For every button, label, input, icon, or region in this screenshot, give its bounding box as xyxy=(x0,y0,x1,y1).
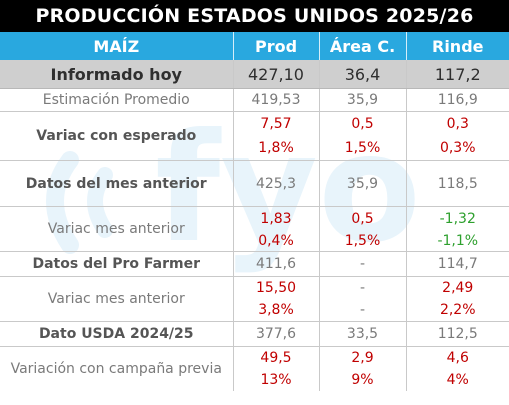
table-row: Estimación Promedio 419,53 35,9 116,9 xyxy=(0,88,509,112)
cell-area: 0,5 xyxy=(319,111,407,136)
cell-prod-pct: 1,8% xyxy=(233,136,320,161)
cell-prod-pct: 13% xyxy=(233,369,320,391)
cell-prod: 425,3 xyxy=(233,160,320,207)
cell-area-pct: 1,5% xyxy=(319,136,407,161)
cell-rinde: 116,9 xyxy=(406,88,509,112)
cell-rinde-pct: 4% xyxy=(446,372,469,388)
cell-rinde: 2,49 xyxy=(442,280,474,296)
col-header-prod: Prod xyxy=(233,32,320,60)
cell-prod: 49,5 xyxy=(233,346,320,369)
production-table: MAÍZ Prod Área C. Rinde Informado hoy 42… xyxy=(0,32,509,391)
table-row: Variac con esperado 7,57 0,5 0,3 xyxy=(0,111,509,161)
cell-rinde: -1,32 xyxy=(439,211,476,227)
cell-area: 35,9 xyxy=(319,160,407,207)
col-header-crop: MAÍZ xyxy=(0,32,234,60)
row-label: Datos del mes anterior xyxy=(0,160,234,207)
table-row: 3,8% - 2,2% xyxy=(0,299,509,322)
cell-prod: 7,57 xyxy=(233,111,320,136)
table-row: Variac mes anterior 1,83 0,5 -1,32 xyxy=(0,206,509,252)
table-row: Dato USDA 2024/25 377,6 33,5 112,5 xyxy=(0,321,509,347)
row-label: Variac mes anterior xyxy=(0,276,234,322)
table-row: Variación con campaña previa 49,5 2,9 4,… xyxy=(0,346,509,391)
cell-rinde: 4,6 xyxy=(446,350,469,366)
cell-prod-pct: 0,4% xyxy=(233,231,320,252)
cell-area-pct: 9% xyxy=(319,369,407,391)
col-header-area: Área C. xyxy=(319,32,407,60)
table-row: Informado hoy 427,10 36,4 117,2 xyxy=(0,60,509,89)
cell-rinde: 118,5 xyxy=(406,160,509,207)
row-label: Variac mes anterior xyxy=(0,206,234,252)
cell-prod: 377,6 xyxy=(233,321,320,347)
row-label: Variación con campaña previa xyxy=(0,346,234,391)
cell-rinde-pct: 2,2% xyxy=(406,299,509,322)
cell-rinde: 114,7 xyxy=(406,251,509,277)
table-row: 0,4% 1,5% -1,1% xyxy=(0,231,509,252)
cell-area: - xyxy=(319,251,407,277)
cell-prod: 419,53 xyxy=(233,88,320,112)
table-row: Datos del mes anterior 425,3 35,9 118,5 xyxy=(0,160,509,207)
table-header-row: MAÍZ Prod Área C. Rinde xyxy=(0,32,509,60)
cell-area: 33,5 xyxy=(319,321,407,347)
table-row: 1,8% 1,5% 0,3% xyxy=(0,136,509,161)
cell-area: 35,9 xyxy=(319,88,407,112)
page-title: PRODUCCIÓN ESTADOS UNIDOS 2025/26 xyxy=(0,0,509,32)
cell-prod: 1,83 xyxy=(233,206,320,231)
cell-area: - xyxy=(319,276,407,299)
row-label: Dato USDA 2024/25 xyxy=(0,321,234,347)
cell-prod-pct: 3,8% xyxy=(233,299,320,322)
table-row: Variac mes anterior 15,50 - 2,49 xyxy=(0,276,509,322)
cell-prod: 411,6 xyxy=(233,251,320,277)
cell-prod: 427,10 xyxy=(233,60,320,89)
table-row: 13% 9% 4% xyxy=(0,369,509,391)
cell-prod: 15,50 xyxy=(233,276,320,299)
row-label: Datos del Pro Farmer xyxy=(0,251,234,277)
cell-area: 2,9 xyxy=(319,346,407,369)
cell-rinde: 112,5 xyxy=(406,321,509,347)
cell-area-pct: 1,5% xyxy=(319,231,407,252)
row-label: Estimación Promedio xyxy=(0,88,234,112)
table-row: Datos del Pro Farmer 411,6 - 114,7 xyxy=(0,251,509,277)
cell-rinde: 0,3 xyxy=(446,116,469,132)
cell-rinde-pct: -1,1% xyxy=(406,231,509,252)
cell-area-pct: - xyxy=(319,299,407,322)
cell-area: 36,4 xyxy=(319,60,407,89)
cell-area: 0,5 xyxy=(319,206,407,231)
cell-rinde: 117,2 xyxy=(406,60,509,89)
cell-rinde-pct: 0,3% xyxy=(406,136,509,161)
row-label: Informado hoy xyxy=(0,60,234,89)
col-header-rinde: Rinde xyxy=(406,32,509,60)
row-label: Variac con esperado xyxy=(0,111,234,161)
